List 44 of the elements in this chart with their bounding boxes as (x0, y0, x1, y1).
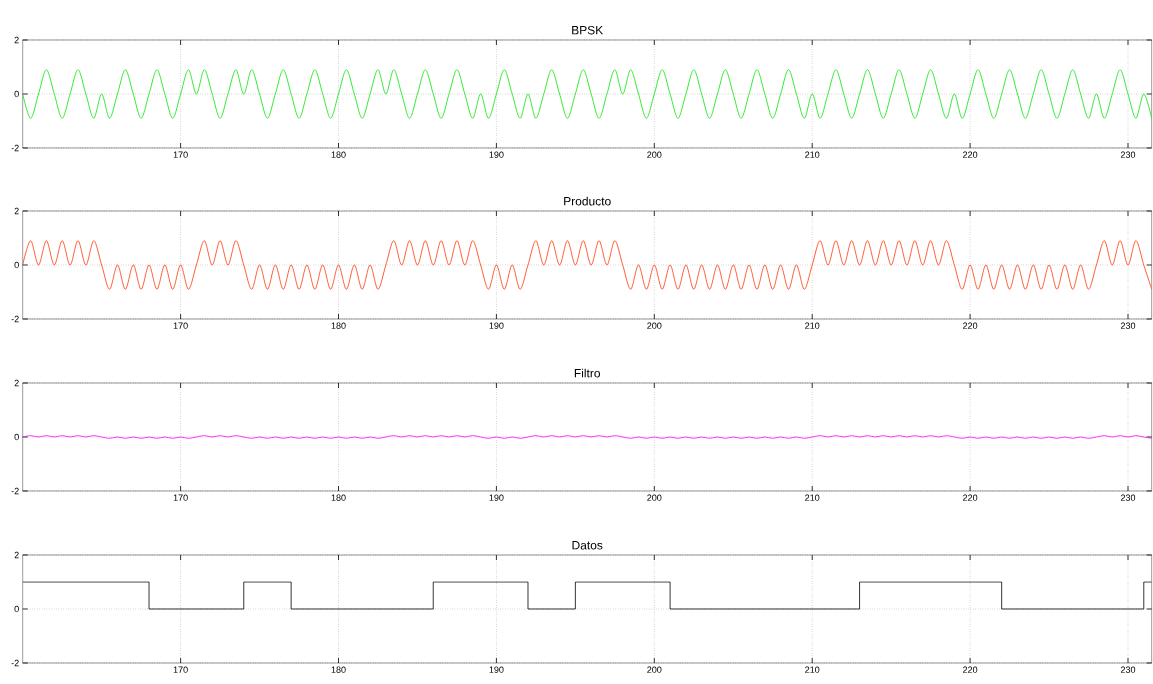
y-tick-label: 2 (14, 551, 19, 559)
x-tick-label: 220 (963, 322, 978, 329)
y-tick-label: -2 (11, 315, 19, 323)
x-tick-label: 190 (489, 666, 504, 673)
x-tick-label: 180 (331, 494, 346, 501)
x-tick-label: 230 (1120, 494, 1136, 501)
y-tick-label: 0 (14, 433, 19, 441)
chart-title: BPSK (572, 25, 604, 35)
x-tick-label: 230 (1120, 322, 1136, 329)
x-tick-label: 210 (805, 666, 820, 673)
x-tick-label: 230 (1120, 666, 1136, 673)
x-tick-label: 220 (963, 494, 978, 501)
x-tick-label: 170 (173, 322, 188, 329)
x-tick-label: 200 (647, 151, 662, 158)
chart-title: Filtro (574, 368, 601, 378)
chart-title: Producto (564, 196, 611, 206)
x-tick-label: 170 (173, 494, 188, 501)
x-tick-label: 210 (805, 322, 820, 329)
y-tick-label: 2 (14, 36, 19, 44)
x-tick-label: 180 (331, 322, 346, 329)
y-tick-label: -2 (11, 487, 19, 495)
x-tick-label: 180 (331, 666, 346, 673)
y-tick-label: 0 (14, 605, 19, 613)
x-tick-label: 200 (647, 666, 662, 673)
chart-title: Datos (572, 541, 603, 550)
y-tick-label: 0 (14, 90, 19, 98)
y-tick-label: 2 (14, 207, 19, 215)
x-tick-label: 230 (1120, 151, 1136, 158)
x-tick-label: 200 (647, 494, 662, 501)
x-tick-label: 190 (489, 494, 504, 501)
x-tick-label: 200 (647, 322, 662, 329)
y-tick-label: 2 (14, 379, 19, 387)
x-tick-label: 190 (489, 151, 504, 158)
x-tick-label: 170 (173, 666, 188, 673)
x-tick-label: 210 (805, 494, 820, 501)
x-tick-label: 170 (173, 151, 188, 158)
x-tick-label: 180 (331, 151, 346, 158)
x-tick-label: 210 (805, 151, 820, 158)
y-tick-label: -2 (11, 144, 19, 152)
x-tick-label: 220 (963, 151, 978, 158)
x-tick-label: 220 (963, 666, 978, 673)
x-tick-label: 190 (489, 322, 504, 329)
y-tick-label: -2 (11, 659, 19, 667)
y-tick-label: 0 (14, 261, 19, 269)
